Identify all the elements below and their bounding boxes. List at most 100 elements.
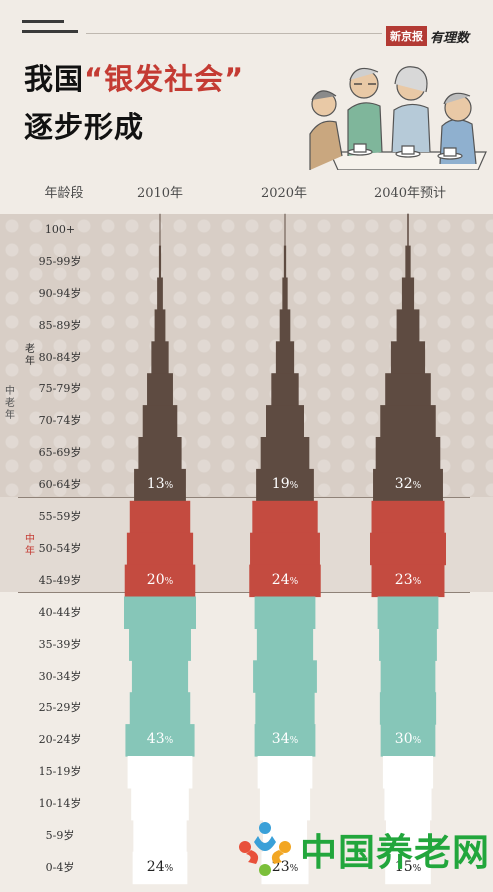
percent-value: 19: [271, 476, 290, 493]
pyramid-bar-0-2: [157, 277, 163, 310]
pyramid-bar-1-12: [254, 596, 316, 629]
pyramid-bar-2-7: [375, 437, 441, 470]
pyramid-bar-1-15: [255, 692, 315, 725]
pyramid-bar-2-2: [401, 277, 415, 310]
brand-logo: 新京报 有理数: [386, 26, 469, 46]
pyramid-bar-2-9: [371, 500, 445, 534]
divider-middle-young: [18, 592, 470, 593]
group-label-middle: 中年: [25, 534, 35, 557]
pyramid-bar-0-0: [159, 213, 161, 247]
pyramid-bar-2-15: [379, 692, 437, 725]
percent-unit: %: [289, 576, 299, 587]
age-label: 85-89岁: [38, 318, 82, 332]
pyramid-bar-0-17: [127, 756, 193, 789]
title-quoted: “银发社会”: [84, 62, 245, 96]
pyramid-bar-0-18: [131, 787, 189, 821]
pyramid-bar-0-15: [129, 692, 191, 725]
age-label: 5-9岁: [45, 829, 75, 843]
pyramid-bar-1-11: [249, 564, 321, 598]
pyramid-bar-2-0: [407, 213, 409, 247]
pyramid-bar-1-18: [259, 787, 311, 821]
pyramid-bar-1-3: [279, 309, 291, 342]
pyramid-bar-2-16: [380, 724, 436, 757]
age-label: 75-79岁: [38, 382, 82, 396]
brand-secondary: 有理数: [430, 30, 470, 46]
percent-unit: %: [289, 736, 299, 747]
pyramid-bar-1-9: [252, 500, 318, 534]
age-label: 55-59岁: [38, 510, 82, 524]
age-label: 95-99岁: [38, 254, 82, 268]
percent-value: 34: [271, 731, 290, 748]
pyramid-bar-2-17: [382, 756, 434, 789]
percent-unit: %: [164, 481, 174, 492]
title-line-1: 我国“银发社会”: [24, 56, 244, 98]
percent-unit: %: [289, 863, 299, 874]
row-header: 年龄段: [44, 186, 84, 201]
percent-unit: %: [412, 576, 422, 587]
elderly-people-illustration-icon: [309, 66, 487, 170]
pyramid-bar-2-19: [385, 819, 431, 853]
pyramid-bar-1-2: [282, 277, 288, 310]
percent-label-middle: 20%: [125, 572, 195, 588]
pyramid-bar-0-14: [131, 660, 189, 693]
logo-mark-icon: [22, 20, 78, 34]
percent-value: 30: [394, 731, 413, 748]
title-prefix: 我国: [24, 62, 85, 96]
column-header-2040: 2040年预计: [373, 186, 447, 201]
pyramid-bar-0-8: [134, 468, 186, 502]
percent-unit: %: [164, 863, 174, 874]
percent-label-old: 32%: [373, 476, 443, 492]
percent-unit: %: [289, 481, 299, 492]
pyramid-bar-1-5: [271, 373, 299, 406]
percent-label-young: 30%: [373, 731, 443, 747]
pyramid-bar-1-6: [266, 405, 304, 438]
percent-value: 24: [146, 858, 165, 875]
pyramid-bar-1-1: [283, 245, 287, 279]
percent-value: 20: [146, 571, 165, 588]
age-label: 10-14岁: [38, 797, 82, 811]
percent-label-child: 24%: [125, 859, 195, 875]
pyramid-bar-2-11: [371, 564, 445, 598]
age-label: 30-34岁: [38, 669, 82, 683]
pyramid-bar-0-12: [124, 596, 196, 629]
pyramid-bar-2-18: [384, 787, 432, 821]
pyramid-bar-2-6: [380, 405, 436, 438]
age-label: 40-44岁: [38, 605, 82, 619]
pyramid-bar-2-3: [396, 309, 420, 342]
pyramid-bar-2-10: [370, 532, 446, 566]
percent-label-middle: 23%: [373, 572, 443, 588]
pyramid-bar-0-20: [132, 851, 188, 885]
pyramid-bar-1-13: [256, 628, 314, 661]
percent-unit: %: [164, 576, 174, 587]
pyramid-bar-1-10: [250, 532, 320, 566]
age-label: 90-94岁: [38, 286, 82, 300]
group-label-middle-old: 中老年: [5, 386, 15, 421]
percent-label-young: 34%: [250, 731, 320, 747]
age-label: 60-64岁: [38, 478, 82, 492]
age-label: 15-19岁: [38, 765, 82, 779]
percent-value: 23: [394, 571, 413, 588]
pyramid-bar-2-13: [379, 628, 437, 661]
pyramid-bar-0-19: [133, 819, 187, 853]
pyramid-bar-0-11: [124, 564, 196, 598]
age-label: 70-74岁: [38, 414, 82, 428]
pyramid-bar-0-10: [126, 532, 194, 566]
age-label: 100+: [44, 222, 76, 236]
divider-old-middle: [18, 497, 470, 498]
pyramid-bar-1-16: [254, 724, 316, 757]
percent-value: 15: [394, 858, 413, 875]
column-header-2020: 2020年: [260, 186, 308, 201]
pyramid-bar-2-12: [377, 596, 439, 629]
percent-value: 43: [146, 731, 165, 748]
percent-unit: %: [164, 736, 174, 747]
percent-unit: %: [412, 863, 422, 874]
watermark: 中国养老网: [236, 820, 490, 878]
percent-label-old: 19%: [250, 476, 320, 492]
pyramid-bar-1-17: [257, 756, 313, 789]
group-label-old: 老年: [25, 344, 35, 367]
age-label: 20-24岁: [38, 733, 82, 747]
pyramid-bar-2-1: [405, 245, 411, 279]
header-rule: [86, 33, 382, 34]
pyramid-bar-0-1: [158, 245, 162, 279]
